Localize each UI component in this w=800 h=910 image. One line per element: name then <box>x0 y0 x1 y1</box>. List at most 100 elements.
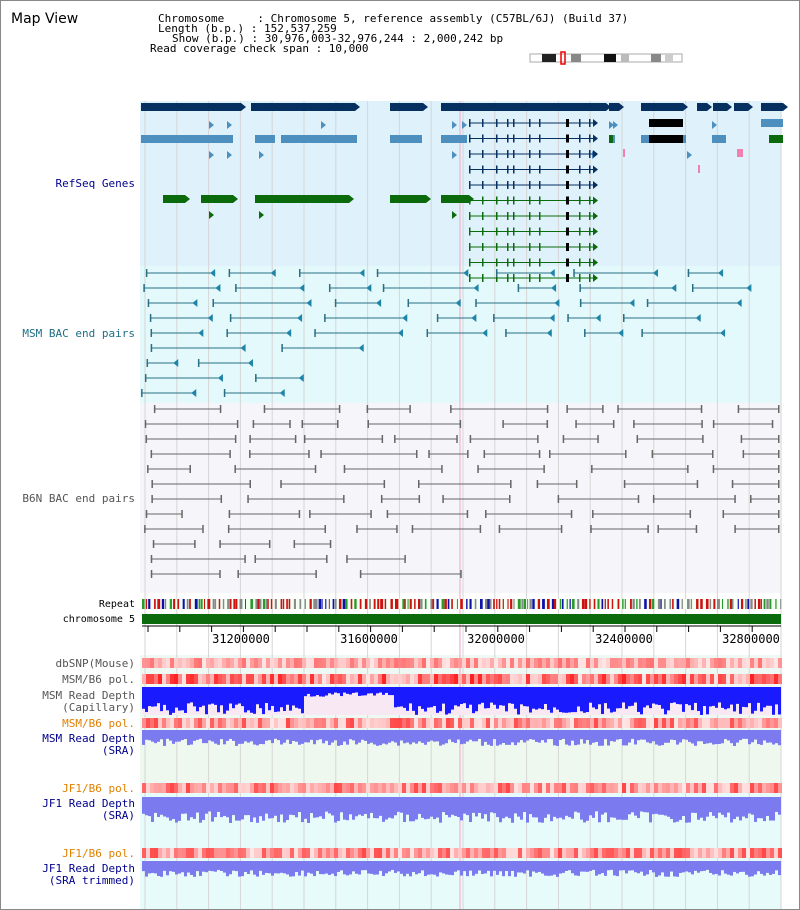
repeat-element <box>318 599 321 609</box>
depth-bar <box>256 861 259 877</box>
heat-cell <box>586 848 590 858</box>
heat-cell <box>226 848 230 858</box>
heat-cell <box>350 783 354 793</box>
depth-bar <box>643 861 646 876</box>
heat-cell <box>742 783 746 793</box>
bac-end-arrow <box>210 269 216 277</box>
bac-end <box>367 420 369 428</box>
track-label-jf1-b6-pol-2[interactable]: JF1/B6 pol. <box>62 847 135 860</box>
repeat-element <box>380 599 384 609</box>
repeat-element <box>245 599 247 609</box>
depth-bar <box>571 687 574 713</box>
gene-block <box>734 103 748 111</box>
repeat-element <box>542 599 545 609</box>
track-label-msm-b6-pol-sra[interactable]: MSM/B6 pol. <box>62 717 135 730</box>
depth-bar <box>253 687 256 714</box>
heat-cell <box>546 658 550 668</box>
heat-cell <box>406 718 410 728</box>
track-label-jf1-depth-trimmed[interactable]: JF1 Read Depth <box>42 862 135 875</box>
gridlines <box>144 101 782 909</box>
bac-end-arrow <box>270 269 276 277</box>
repeat-element <box>624 599 626 609</box>
polymorphism-heat-tracks[interactable] <box>142 658 782 858</box>
depth-bar <box>442 730 445 745</box>
depth-bar <box>604 797 607 813</box>
bac-end-arrow <box>482 329 488 337</box>
heat-cell <box>722 718 726 728</box>
depth-bar <box>298 797 301 813</box>
heat-cell <box>578 848 582 858</box>
track-label-jf1-b6-pol[interactable]: JF1/B6 pol. <box>62 782 135 795</box>
depth-bar <box>760 687 763 712</box>
gene-block <box>609 135 613 143</box>
heat-cell <box>498 718 502 728</box>
depth-bar <box>271 687 274 706</box>
repeat-element <box>729 599 733 609</box>
msm-bac-track[interactable] <box>141 269 752 397</box>
track-label-msm-b6-pol[interactable]: MSM/B6 pol. <box>62 673 135 686</box>
refseq-gene-track[interactable] <box>141 103 788 282</box>
b6n-bac-track[interactable] <box>144 405 780 578</box>
depth-bar <box>322 687 325 697</box>
repeat-track[interactable] <box>142 599 782 609</box>
depth-bar <box>664 861 667 877</box>
heat-cell <box>638 783 642 793</box>
track-label-b6n-bac[interactable]: B6N BAC end pairs <box>22 492 135 505</box>
heat-cell <box>446 674 450 684</box>
depth-bar <box>733 730 736 746</box>
heat-cell <box>442 674 446 684</box>
bac-end <box>459 420 462 428</box>
depth-bar <box>415 687 418 715</box>
track-label-dbsnp[interactable]: dbSNP(Mouse) <box>55 657 135 670</box>
track-label-msm-depth-capillary[interactable]: MSM Read Depth <box>42 689 135 702</box>
depth-bar <box>631 687 634 706</box>
track-label-msm-depth-sra-sub: (SRA) <box>101 744 135 757</box>
bac-end <box>557 495 560 503</box>
exon <box>589 258 591 267</box>
depth-bar <box>256 797 259 823</box>
gene-arrow <box>687 151 692 159</box>
heat-cell <box>234 783 238 793</box>
heat-cell <box>258 674 262 684</box>
depth-bar <box>385 861 388 874</box>
depth-bar <box>751 861 754 877</box>
heat-cell <box>186 783 190 793</box>
depth-bar <box>316 730 319 741</box>
depth-bar <box>397 687 400 707</box>
track-label-msm-bac[interactable]: MSM BAC end pairs <box>22 327 135 340</box>
heat-cell <box>502 718 506 728</box>
track-label-msm-depth-sra[interactable]: MSM Read Depth <box>42 732 135 745</box>
heat-cell <box>274 718 278 728</box>
depth-bar <box>568 687 571 713</box>
bac-end <box>219 405 222 413</box>
repeat-element <box>255 599 259 609</box>
chromosome-ideogram[interactable] <box>529 51 683 65</box>
heat-cell <box>734 718 738 728</box>
depth-bar <box>559 730 562 740</box>
heat-cell <box>194 718 198 728</box>
heat-cell <box>398 783 402 793</box>
read-depth-tracks[interactable] <box>142 687 781 877</box>
heat-cell <box>650 848 654 858</box>
bac-end <box>579 284 581 292</box>
heat-cell <box>286 674 290 684</box>
bac-end <box>778 435 780 443</box>
heat-cell <box>462 658 466 668</box>
heat-cell <box>506 674 510 684</box>
track-label-refseq[interactable]: RefSeq Genes <box>55 177 135 190</box>
bac-end <box>567 314 569 322</box>
repeat-element <box>513 599 515 609</box>
depth-bar <box>178 687 181 711</box>
heat-cell <box>710 783 714 793</box>
track-label-repeat[interactable]: Repeat <box>98 599 135 610</box>
heat-cell <box>538 783 542 793</box>
heat-cell <box>142 674 146 684</box>
track-label-jf1-depth-sra[interactable]: JF1 Read Depth <box>42 797 135 810</box>
heat-cell <box>546 783 550 793</box>
heat-cell <box>586 674 590 684</box>
heat-cell <box>658 674 662 684</box>
exon <box>496 134 498 143</box>
heat-cell <box>246 718 250 728</box>
depth-bar <box>274 861 277 874</box>
